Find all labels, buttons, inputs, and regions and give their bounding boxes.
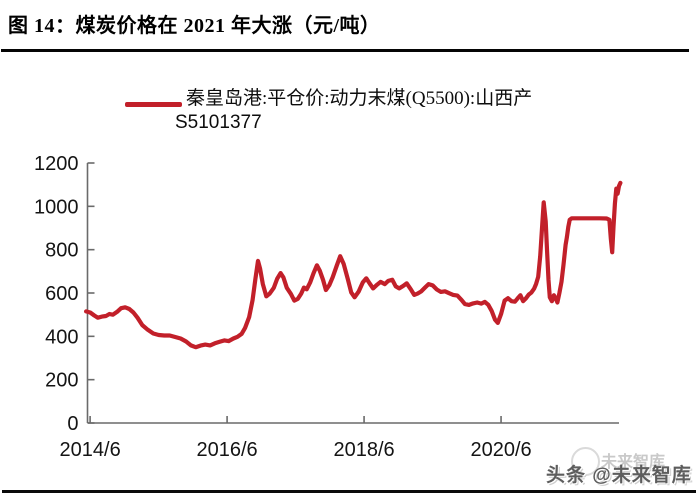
legend-label-line2: S5101377 [175, 112, 262, 133]
y-tick-label: 400 [45, 326, 78, 348]
y-tick-label: 1200 [34, 153, 79, 175]
x-tick-label: 2020/6 [470, 439, 531, 461]
y-tick-label: 800 [45, 240, 78, 262]
y-tick-label: 0 [67, 413, 78, 435]
chart-legend: 秦皇岛港:平仓价:动力末煤(Q5500):山西产 S5101377 [125, 87, 532, 135]
legend-line-swatch [125, 102, 182, 107]
figure-title: 图 14：煤炭价格在 2021 年大涨（元/吨） [8, 15, 381, 37]
y-tick-label: 200 [45, 370, 78, 392]
watermark-ghost-text: 未来智库 [601, 454, 666, 471]
bottom-border-rule [2, 490, 696, 493]
watermark-seal-circle [571, 447, 600, 476]
y-tick-label: 1000 [34, 196, 79, 218]
x-tick-label: 2016/6 [197, 439, 258, 461]
y-tick-label: 600 [45, 283, 78, 305]
x-tick-label: 2018/6 [333, 439, 394, 461]
legend-label: 秦皇岛港:平仓价:动力末煤(Q5500):山西产 S5101377 [175, 87, 533, 135]
x-tick-label: 2014/6 [60, 439, 121, 461]
legend-label-line1: 秦皇岛港:平仓价:动力末煤(Q5500):山西产 [186, 88, 533, 109]
watermark-main-text: 头条 @未来智库 [546, 465, 692, 486]
price-line-series [83, 180, 623, 350]
title-underline-rule [1, 49, 689, 52]
